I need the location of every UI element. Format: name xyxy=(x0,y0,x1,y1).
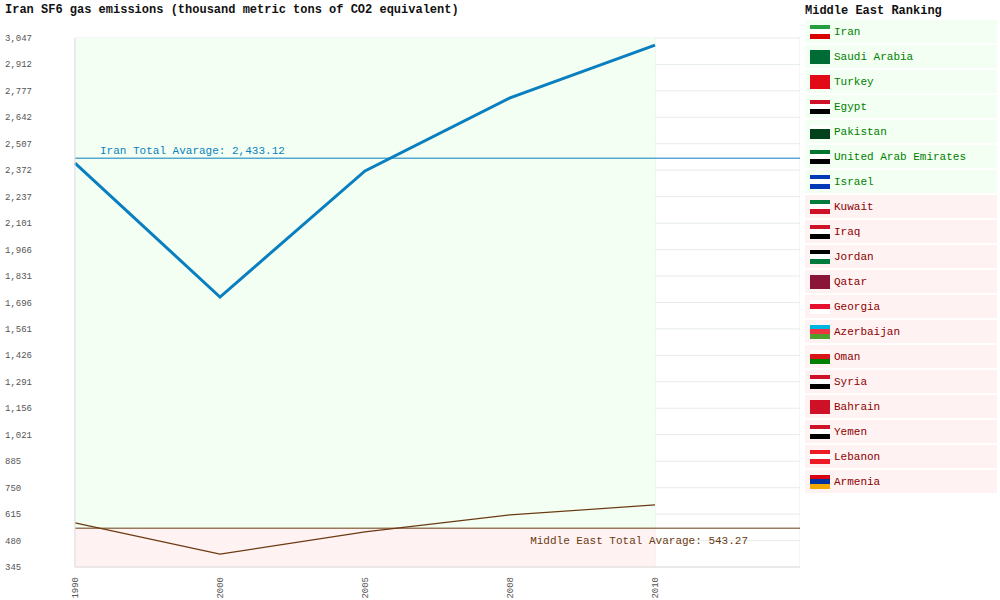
svg-text:Middle East Total Avarage: 543: Middle East Total Avarage: 543.27 xyxy=(530,535,748,547)
svg-text:2010: 2010 xyxy=(651,577,661,599)
html-text:Turkey: Turkey xyxy=(834,75,874,88)
svg-text:2,237: 2,237 xyxy=(8,193,32,203)
html-text:Qatar: Qatar xyxy=(834,275,867,288)
html-text:Oman: Oman xyxy=(834,350,861,363)
svg-text:2005: 2005 xyxy=(361,577,371,599)
html-text:Iraq: Iraq xyxy=(834,225,861,238)
html-text:Georgia: Georgia xyxy=(834,300,881,313)
svg-text:2,777: 2,777 xyxy=(8,87,32,97)
html-text:Iran SF6 gas emissions (thousa: Iran SF6 gas emissions (thousand metric … xyxy=(5,3,459,17)
svg-text:2,912: 2,912 xyxy=(8,60,32,70)
svg-text:345: 345 xyxy=(8,563,21,573)
svg-text:1990: 1990 xyxy=(71,577,81,599)
html-text:Israel: Israel xyxy=(834,175,874,188)
svg-text:1,831: 1,831 xyxy=(8,272,32,282)
html-text:Yemen: Yemen xyxy=(834,425,867,438)
html-text:United Arab Emirates: United Arab Emirates xyxy=(834,150,966,163)
html-text:Pakistan: Pakistan xyxy=(834,125,887,138)
html-text:Kuwait: Kuwait xyxy=(834,200,874,213)
html-text:Armenia: Armenia xyxy=(834,475,881,488)
html-text:Syria: Syria xyxy=(834,375,867,388)
html-text:Azerbaijan: Azerbaijan xyxy=(834,325,900,338)
html-text:Lebanon: Lebanon xyxy=(834,450,881,463)
svg-text:2,101: 2,101 xyxy=(8,219,32,229)
svg-text:1,156: 1,156 xyxy=(8,404,32,414)
svg-text:480: 480 xyxy=(8,537,21,547)
html-text:Middle East Ranking: Middle East Ranking xyxy=(805,4,942,18)
svg-text:2008: 2008 xyxy=(506,577,516,599)
html-text:Iran: Iran xyxy=(834,25,861,38)
svg-text:750: 750 xyxy=(8,484,21,494)
svg-text:Iran Total Avarage: 2,433.12: Iran Total Avarage: 2,433.12 xyxy=(100,145,285,157)
html-text:Jordan: Jordan xyxy=(834,250,874,263)
svg-text:1,696: 1,696 xyxy=(8,299,32,309)
svg-text:1,291: 1,291 xyxy=(8,378,32,388)
svg-text:2,507: 2,507 xyxy=(8,140,32,150)
html-text:Bahrain: Bahrain xyxy=(834,400,881,413)
svg-text:3,047: 3,047 xyxy=(8,34,32,44)
html-text:Egypt: Egypt xyxy=(834,100,867,113)
svg-text:1,966: 1,966 xyxy=(8,246,32,256)
svg-text:2,642: 2,642 xyxy=(8,113,32,123)
svg-text:2000: 2000 xyxy=(216,577,226,599)
svg-text:615: 615 xyxy=(8,510,21,520)
svg-text:2,372: 2,372 xyxy=(8,166,32,176)
svg-text:1,426: 1,426 xyxy=(8,351,32,361)
svg-text:1,561: 1,561 xyxy=(8,325,32,335)
svg-text:1,021: 1,021 xyxy=(8,431,32,441)
svg-text:885: 885 xyxy=(8,457,21,467)
html-text:Saudi Arabia: Saudi Arabia xyxy=(834,50,914,63)
